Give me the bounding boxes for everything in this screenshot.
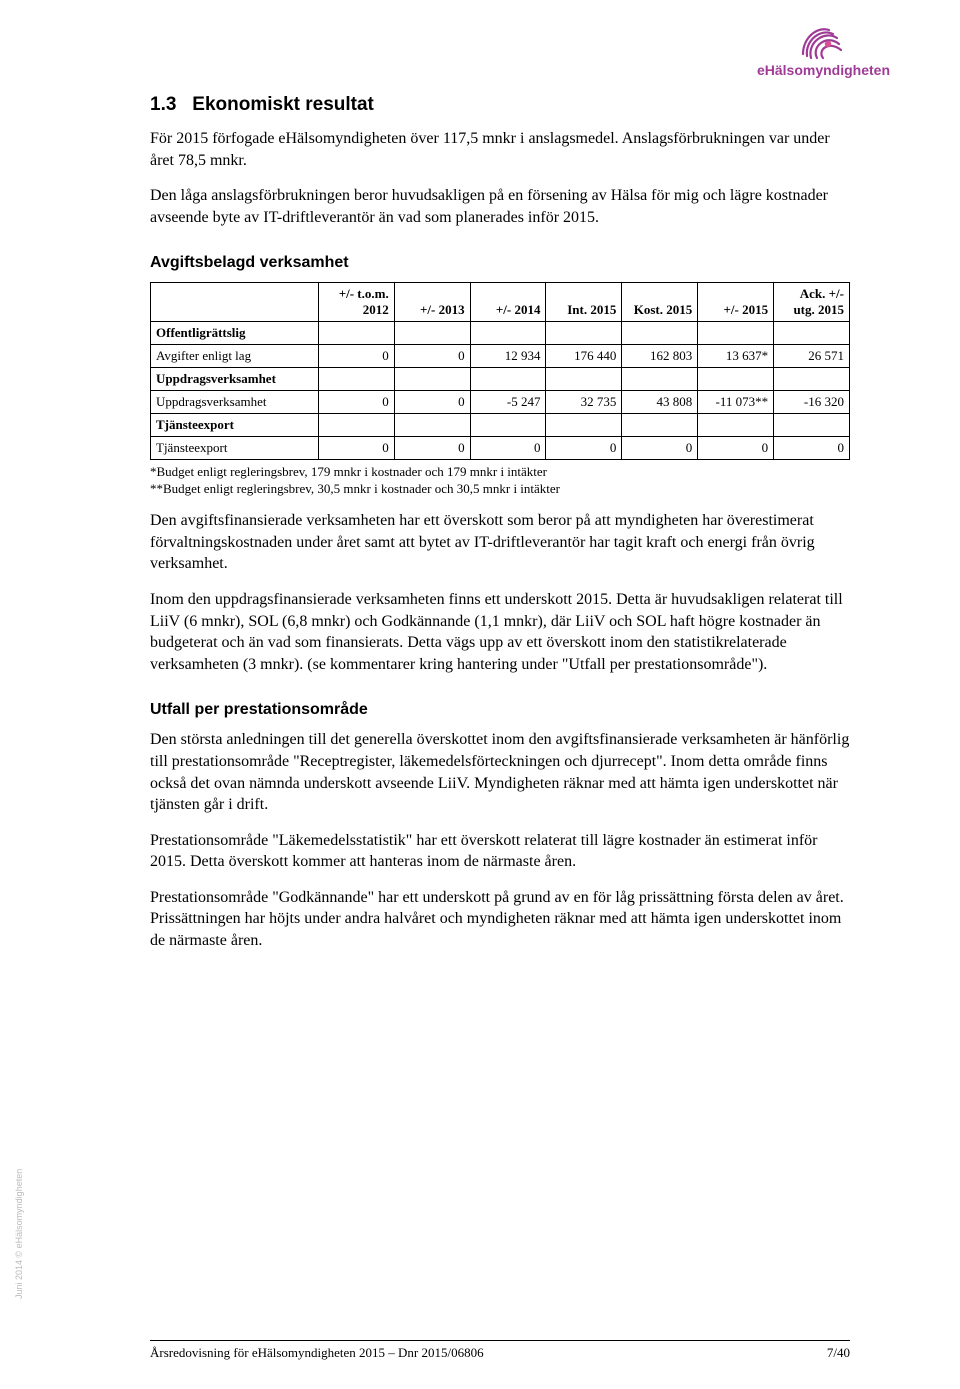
table-cell (546, 368, 622, 391)
table-header: Int. 2015 (546, 283, 622, 322)
intro-paragraph-1: För 2015 förfogade eHälsomyndigheten öve… (150, 128, 850, 171)
table-cell (470, 414, 546, 437)
table-cell (470, 368, 546, 391)
table-row: Tjänsteexport 0 0 0 0 0 0 0 (151, 437, 850, 460)
section-title: Ekonomiskt resultat (192, 94, 374, 115)
post-table-paragraph-1: Den avgiftsfinansierade verksamheten har… (150, 510, 850, 575)
table-cell: 176 440 (546, 345, 622, 368)
table-row: Uppdragsverksamhet 0 0 -5 247 32 735 43 … (151, 391, 850, 414)
utfall-heading: Utfall per prestationsområde (150, 701, 850, 719)
table-row-label: Uppdragsverksamhet (151, 368, 319, 391)
page: eHälsomyndigheten 1.3 Ekonomiskt resulta… (0, 0, 960, 1389)
table-row-label: Tjänsteexport (151, 437, 319, 460)
table-cell: 0 (774, 437, 850, 460)
footer-doc-title: Årsredovisning för eHälsomyndigheten 201… (150, 1345, 484, 1361)
table-header-row: +/- t.o.m. 2012 +/- 2013 +/- 2014 Int. 2… (151, 283, 850, 322)
intro-paragraph-2: Den låga anslagsförbrukningen beror huvu… (150, 185, 850, 228)
table-row: Avgifter enligt lag 0 0 12 934 176 440 1… (151, 345, 850, 368)
table-cell (470, 322, 546, 345)
table-cell: 32 735 (546, 391, 622, 414)
table-footnote-2: **Budget enligt regleringsbrev, 30,5 mnk… (150, 481, 850, 498)
section-number: 1.3 (150, 94, 176, 115)
brand-name: eHälsomyndigheten (757, 62, 890, 78)
table-cell (318, 414, 394, 437)
table-row-label: Avgifter enligt lag (151, 345, 319, 368)
sidebar-copyright: Juni 2014 © eHälsomyndigheten (14, 1169, 24, 1299)
table-cell: 0 (698, 437, 774, 460)
table-cell (546, 322, 622, 345)
table-heading: Avgiftsbelagd verksamhet (150, 254, 850, 272)
table-cell: -11 073** (698, 391, 774, 414)
section-heading: 1.3 Ekonomiskt resultat (150, 94, 850, 116)
table-cell: 26 571 (774, 345, 850, 368)
avgiftsbelagd-table: +/- t.o.m. 2012 +/- 2013 +/- 2014 Int. 2… (150, 282, 850, 460)
table-cell: 0 (318, 391, 394, 414)
table-cell (622, 368, 698, 391)
table-cell (698, 322, 774, 345)
table-row: Tjänsteexport (151, 414, 850, 437)
table-cell: 0 (394, 391, 470, 414)
utfall-paragraph-2: Prestationsområde "Läkemedelsstatistik" … (150, 830, 850, 873)
table-header-empty (151, 283, 319, 322)
table-cell: 0 (394, 437, 470, 460)
page-footer: Årsredovisning för eHälsomyndigheten 201… (150, 1340, 850, 1361)
table-cell: 0 (470, 437, 546, 460)
table-row: Uppdragsverksamhet (151, 368, 850, 391)
table-row-label: Offentligrättslig (151, 322, 319, 345)
table-footnote-1: *Budget enligt regleringsbrev, 179 mnkr … (150, 464, 850, 481)
table-cell: 162 803 (622, 345, 698, 368)
table-cell (698, 368, 774, 391)
table-cell: 0 (546, 437, 622, 460)
fingerprint-icon (795, 20, 851, 60)
table-cell: 0 (318, 345, 394, 368)
table-cell: 0 (622, 437, 698, 460)
table-cell: 0 (318, 437, 394, 460)
table-cell (394, 322, 470, 345)
utfall-paragraph-3: Prestationsområde "Godkännande" har ett … (150, 887, 850, 952)
table-cell (394, 368, 470, 391)
table-header: +/- 2014 (470, 283, 546, 322)
table-cell (774, 414, 850, 437)
footer-page-number: 7/40 (827, 1345, 850, 1361)
table-row: Offentligrättslig (151, 322, 850, 345)
table-cell (394, 414, 470, 437)
table-header: +/- 2013 (394, 283, 470, 322)
table-cell (774, 368, 850, 391)
table-header: Ack. +/- utg. 2015 (774, 283, 850, 322)
table-cell: 43 808 (622, 391, 698, 414)
utfall-paragraph-1: Den största anledningen till det generel… (150, 729, 850, 815)
brand-logo: eHälsomyndigheten (757, 20, 890, 78)
table-cell: 12 934 (470, 345, 546, 368)
table-cell (622, 414, 698, 437)
table-cell: -16 320 (774, 391, 850, 414)
table-cell (622, 322, 698, 345)
table-header: +/- 2015 (698, 283, 774, 322)
table-cell (698, 414, 774, 437)
table-cell: -5 247 (470, 391, 546, 414)
table-cell (774, 322, 850, 345)
table-header: Kost. 2015 (622, 283, 698, 322)
table-header: +/- t.o.m. 2012 (318, 283, 394, 322)
table-row-label: Tjänsteexport (151, 414, 319, 437)
post-table-paragraph-2: Inom den uppdragsfinansierade verksamhet… (150, 589, 850, 675)
table-cell (318, 368, 394, 391)
table-cell: 13 637* (698, 345, 774, 368)
table-cell (546, 414, 622, 437)
table-row-label: Uppdragsverksamhet (151, 391, 319, 414)
table-cell (318, 322, 394, 345)
table-cell: 0 (394, 345, 470, 368)
